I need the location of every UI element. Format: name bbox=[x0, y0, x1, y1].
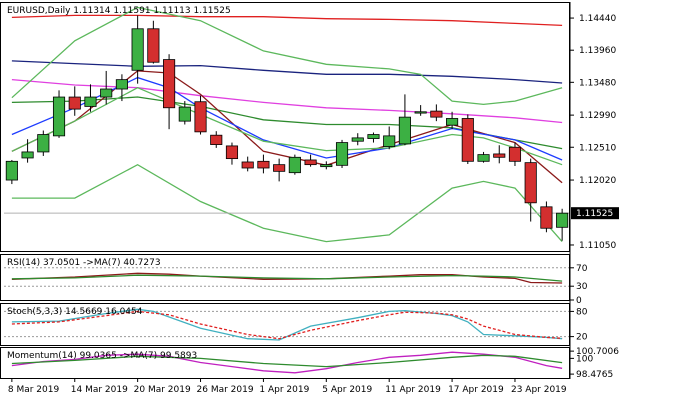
candle-body bbox=[304, 159, 317, 166]
x-tick-label: 23 Apr 2019 bbox=[511, 385, 567, 395]
candle-body bbox=[461, 118, 474, 162]
indicator-line-8 bbox=[11, 163, 563, 243]
candle-body bbox=[320, 164, 333, 168]
momentum-label: Momentum(14) 99.0365 ->MA(7) 99.5893 bbox=[7, 351, 197, 361]
x-tick-label: 1 Apr 2019 bbox=[259, 385, 309, 395]
main-price-panel: 1.14440 1.13960 1.13480 1.12990 1.12510 1.120… bbox=[4, 6, 619, 251]
candle-body bbox=[115, 79, 128, 90]
indicator-line-0 bbox=[11, 14, 563, 27]
rsi-label: RSI(14) 37.0501 ->MA(7) 40.7273 bbox=[7, 258, 161, 268]
momentum-line-1 bbox=[11, 354, 563, 368]
candle-body bbox=[477, 154, 490, 162]
current-price-tag bbox=[571, 207, 619, 220]
x-tick-label: 20 Mar 2019 bbox=[134, 385, 191, 395]
candle-body bbox=[84, 96, 97, 107]
chart-title: EURUSD,Daily 1.11314 1.11591 1.11113 1.1… bbox=[7, 6, 231, 16]
candle-body bbox=[351, 137, 364, 142]
panel-frames bbox=[0, 2, 571, 379]
stoch-line-1 bbox=[11, 310, 563, 340]
candle-body bbox=[508, 146, 522, 162]
stochastic-panel: 80 20 Stoch(5,3,3) 14.5669 16.0454 bbox=[4, 307, 588, 343]
candle-body bbox=[52, 96, 66, 137]
candle-body bbox=[524, 162, 537, 204]
candle-body bbox=[68, 96, 81, 110]
stoch-label: Stoch(5,3,3) 14.5669 16.0454 bbox=[7, 307, 143, 317]
momentum-y-tick-label: 100.7006 bbox=[576, 347, 619, 357]
candle-body bbox=[398, 116, 411, 145]
candle-body bbox=[383, 135, 396, 147]
candle-body bbox=[367, 134, 380, 139]
rsi-y-tick-label: 0 bbox=[576, 296, 582, 306]
momentum-y-tick-label: 98.4765 bbox=[576, 370, 613, 380]
y-tick-label: 1.12990 bbox=[579, 111, 616, 121]
candle-body bbox=[163, 59, 176, 109]
x-tick-label: 5 Apr 2019 bbox=[322, 385, 372, 395]
candle-body bbox=[131, 28, 144, 71]
rsi-line-1 bbox=[11, 274, 563, 282]
candle-body bbox=[37, 134, 50, 153]
rsi-panel: 70 30 0 RSI(14) 37.0501 ->MA(7) 40.7273 bbox=[4, 258, 588, 306]
x-tick-label: 8 Mar 2019 bbox=[8, 385, 60, 395]
x-tick-label: 14 Mar 2019 bbox=[71, 385, 128, 395]
candle-body bbox=[100, 88, 113, 98]
candle-body bbox=[257, 160, 270, 169]
stoch-y-tick-label: 20 bbox=[576, 333, 588, 343]
candle-body bbox=[540, 206, 553, 229]
x-tick-label: 26 Mar 2019 bbox=[197, 385, 254, 395]
candle-body bbox=[178, 106, 191, 122]
indicator-line-6 bbox=[11, 6, 563, 106]
candle-body bbox=[241, 161, 254, 169]
candle-body bbox=[414, 111, 427, 114]
candle-body bbox=[225, 145, 239, 160]
y-tick-label: 1.12020 bbox=[579, 176, 616, 186]
candle-body bbox=[273, 164, 286, 172]
momentum-y-tick-label: 100 bbox=[576, 354, 593, 364]
y-tick-label: 1.13480 bbox=[579, 78, 616, 88]
y-tick-label: 1.11050 bbox=[579, 241, 616, 251]
y-tick-label: 1.14440 bbox=[579, 14, 616, 24]
indicator-line-7 bbox=[11, 86, 563, 166]
current-price-label: 1.11525 bbox=[576, 209, 613, 219]
candle-body bbox=[430, 110, 443, 118]
stoch-line-0 bbox=[11, 308, 563, 341]
x-tick-label: 17 Apr 2019 bbox=[448, 385, 504, 395]
candle-body bbox=[210, 134, 223, 145]
y-tick-label: 1.13960 bbox=[579, 46, 616, 56]
momentum-line-0 bbox=[11, 351, 563, 374]
rsi-y-tick-label: 70 bbox=[576, 264, 588, 274]
candle-body bbox=[288, 156, 301, 174]
x-axis: 8 Mar 2019 14 Mar 2019 20 Mar 2019 26 Mar 2… bbox=[8, 378, 567, 395]
candle-body bbox=[147, 28, 160, 63]
candle-body bbox=[335, 142, 349, 166]
indicator-line-1 bbox=[11, 60, 563, 84]
candle-body bbox=[194, 101, 207, 133]
rsi-y-tick-label: 30 bbox=[576, 282, 588, 292]
candle-body bbox=[446, 118, 459, 126]
x-tick-label: 11 Apr 2019 bbox=[385, 385, 441, 395]
candle-body bbox=[556, 212, 569, 228]
y-tick-label: 1.12510 bbox=[579, 143, 616, 153]
candle-body bbox=[21, 151, 34, 159]
candle-body bbox=[493, 153, 506, 158]
candle-body bbox=[5, 160, 18, 181]
stoch-y-tick-label: 80 bbox=[576, 307, 588, 317]
